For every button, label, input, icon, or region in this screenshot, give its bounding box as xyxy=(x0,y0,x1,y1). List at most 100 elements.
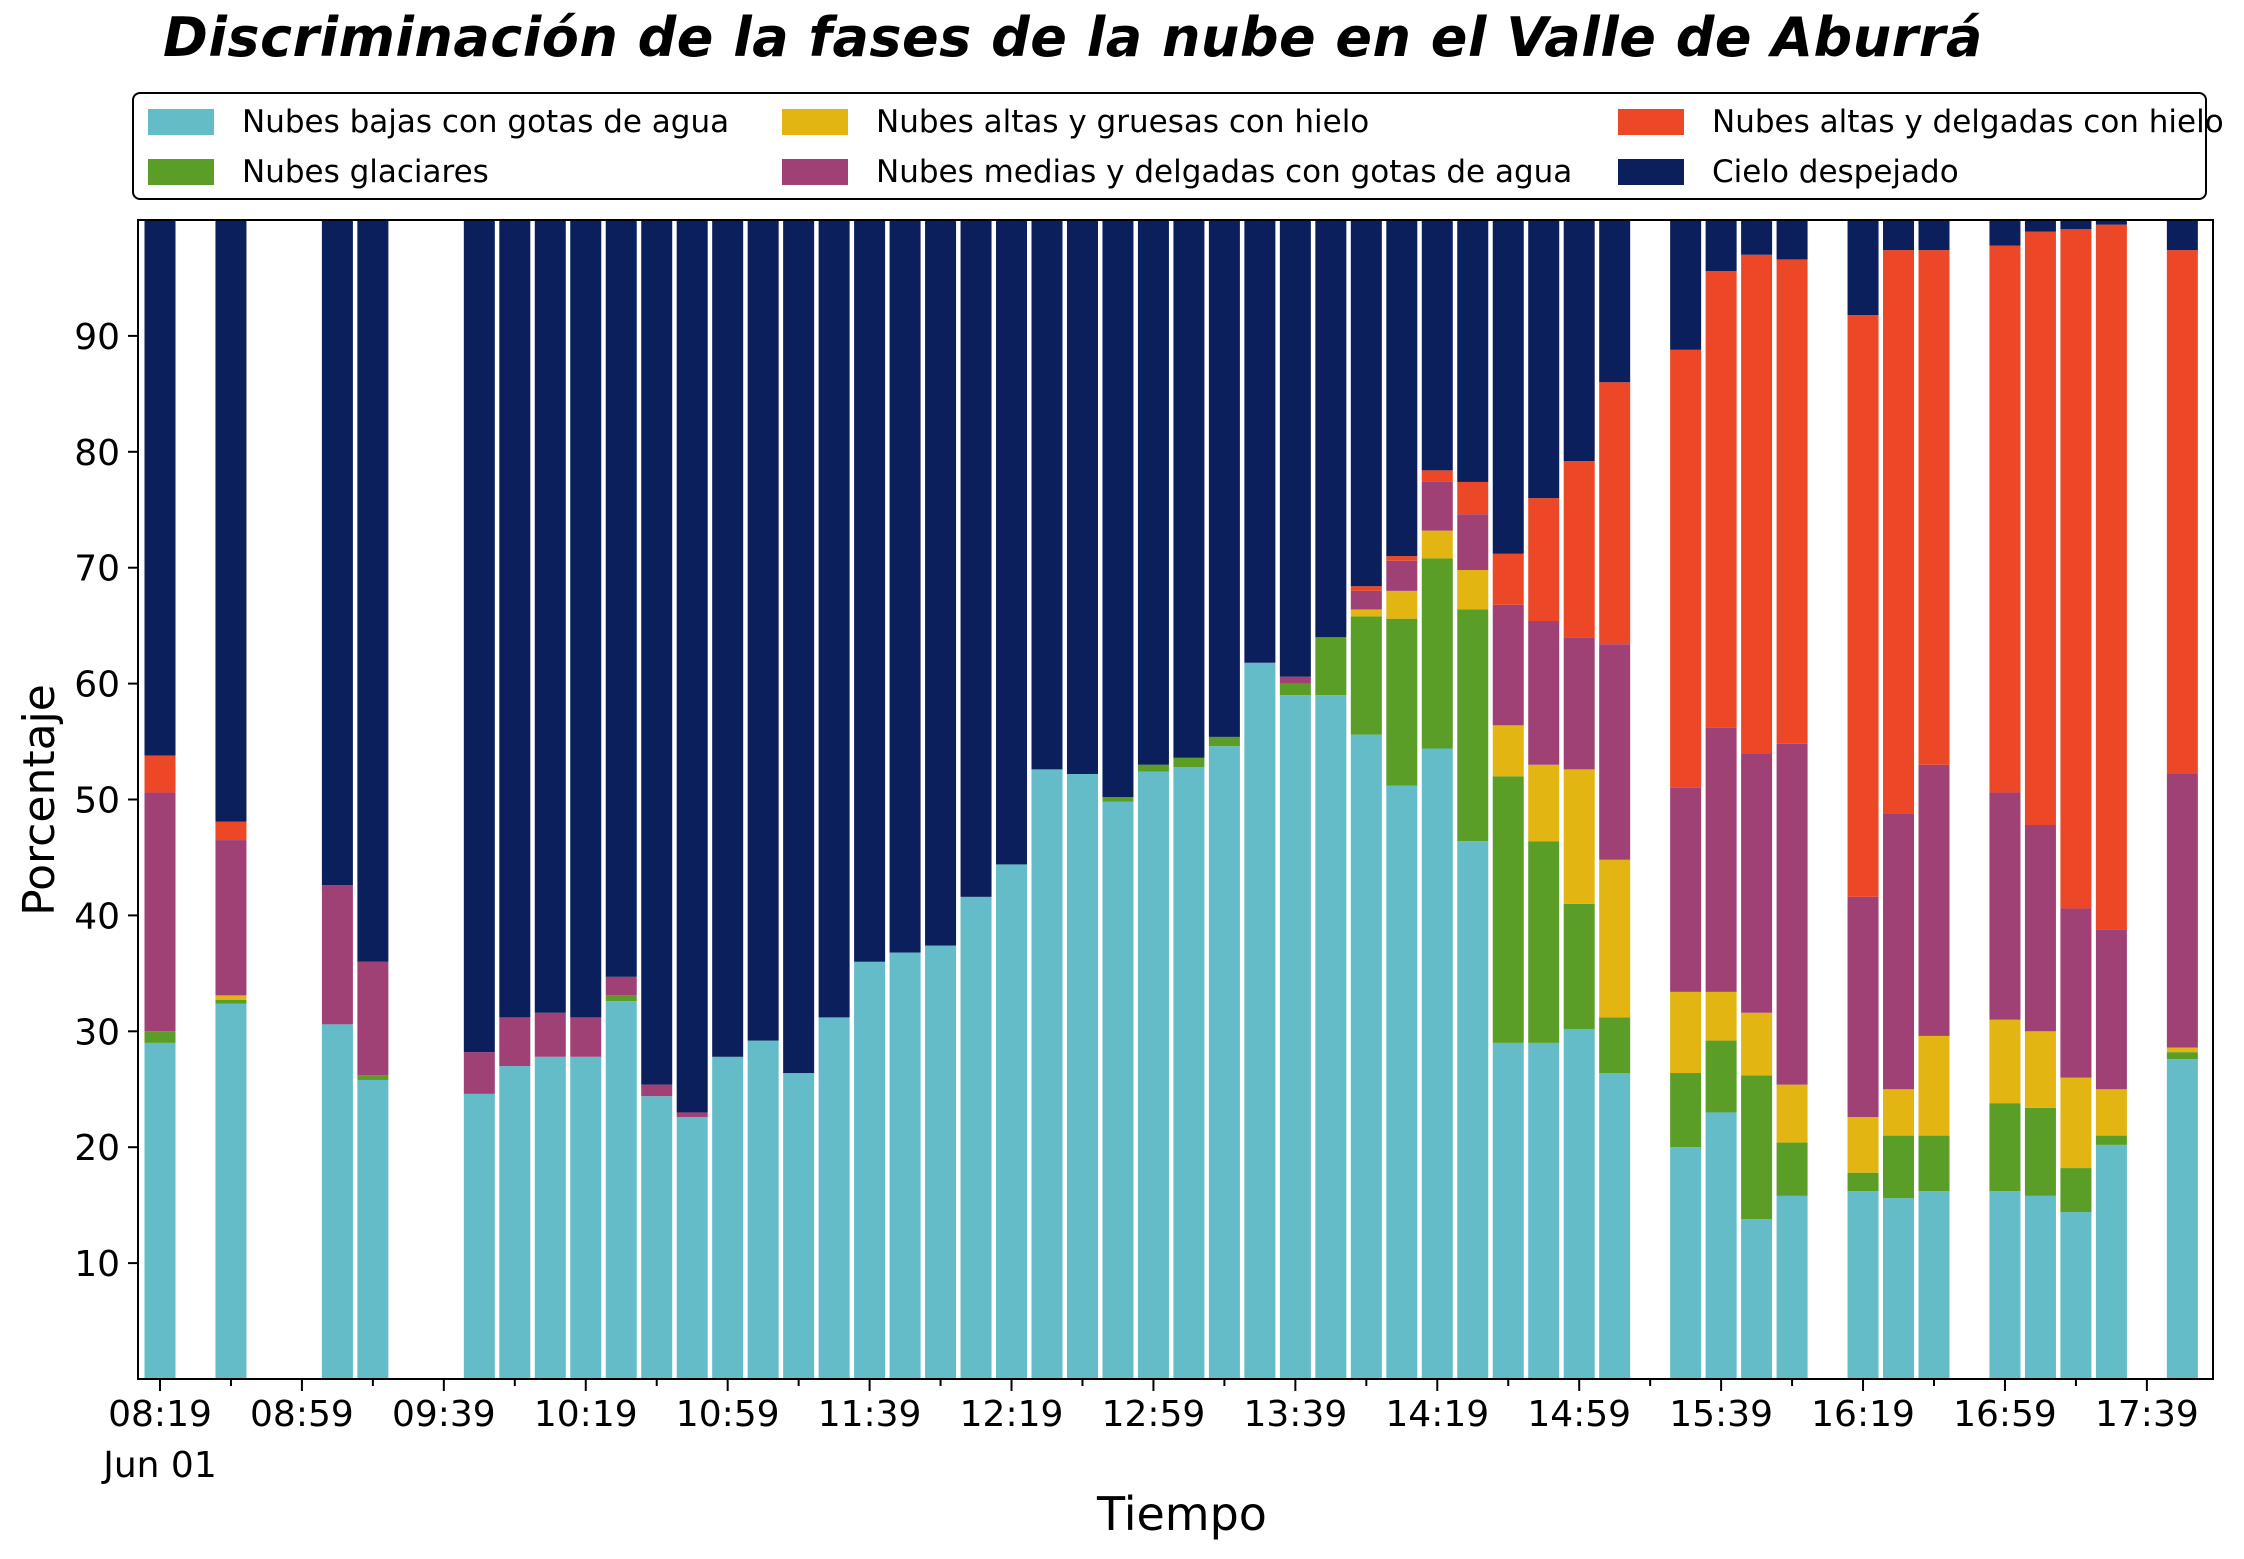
x-axis: 08:19 08:59 09:39 10:19 10:59 11:39 12:19 12:59… xyxy=(108,1379,2199,1435)
legend-item-nubes-bajas: Nubes bajas con gotas de agua xyxy=(148,102,729,142)
bar-segment xyxy=(1350,590,1382,610)
bar-segment xyxy=(1244,662,1276,1379)
bar-stack xyxy=(1989,220,2021,1379)
bar-segment xyxy=(1776,743,1808,1085)
bar-stack xyxy=(1031,220,1063,1379)
bar-segment xyxy=(818,220,850,1018)
bar-segment xyxy=(1989,1191,2021,1379)
bar-segment xyxy=(1989,1019,2021,1104)
bar-segment xyxy=(463,1052,495,1094)
bar-segment xyxy=(889,220,921,953)
bar-segment xyxy=(1315,695,1347,1379)
bar-segment xyxy=(1350,220,1382,587)
bar-segment xyxy=(1528,498,1560,622)
bar-stack xyxy=(1883,220,1915,1379)
x-tick-label: 13:39 xyxy=(1243,1394,1347,1435)
bar-segment xyxy=(2024,1107,2056,1196)
y-tick-label: 30 xyxy=(74,1012,120,1053)
bar-segment xyxy=(144,1042,176,1379)
bar-segment xyxy=(2166,220,2198,251)
y-tick-label: 90 xyxy=(74,317,120,358)
bar-segment xyxy=(321,220,353,886)
bar-segment xyxy=(215,840,247,996)
bar-segment xyxy=(996,220,1028,865)
bar-segment xyxy=(499,220,531,1018)
bar-segment xyxy=(1847,315,1879,897)
bar-segment xyxy=(2095,224,2127,930)
bar-segment xyxy=(1599,859,1631,1018)
bar-segment xyxy=(1670,1147,1702,1379)
bar-segment xyxy=(1208,746,1240,1379)
x-tick-label: 12:59 xyxy=(1102,1394,1206,1435)
bar-stack xyxy=(463,220,495,1379)
bar-segment xyxy=(1208,736,1240,747)
bar-stack xyxy=(1350,220,1382,1379)
bar-segment xyxy=(1492,776,1524,1043)
bar-stack xyxy=(1563,220,1595,1379)
bar-segment xyxy=(1421,748,1453,1379)
bar-stack xyxy=(889,220,921,1379)
y-tick-label: 60 xyxy=(74,665,120,706)
bar-segment xyxy=(1705,727,1737,992)
bar-segment xyxy=(321,1024,353,1379)
bar-segment xyxy=(2095,1144,2127,1379)
bar-stack xyxy=(1457,220,1489,1379)
bar-segment xyxy=(1989,245,2021,793)
bar-segment xyxy=(1883,813,1915,1090)
bar-segment xyxy=(2060,220,2092,230)
bar-segment xyxy=(1918,1191,1950,1379)
bar-stack xyxy=(1528,220,1560,1379)
bar-segment xyxy=(1528,621,1560,765)
y-tick-label: 50 xyxy=(74,781,120,822)
bar-segment xyxy=(1741,254,1773,754)
bar-segment xyxy=(641,1084,673,1097)
bar-segment xyxy=(676,1117,708,1379)
x-tick-label: 16:19 xyxy=(1811,1394,1915,1435)
bar-segment xyxy=(534,1012,566,1057)
bar-segment xyxy=(1421,470,1453,482)
bar-segment xyxy=(1918,250,1950,765)
bar-segment xyxy=(144,1031,176,1043)
bar-stack xyxy=(1741,220,1773,1379)
bar-segment xyxy=(1670,787,1702,992)
bar-segment xyxy=(1918,1135,1950,1192)
bar-segment xyxy=(1599,1017,1631,1074)
bar-segment xyxy=(2166,1047,2198,1053)
x-axis-label: Tiempo xyxy=(1096,1487,1267,1541)
bar-segment xyxy=(1776,1084,1808,1143)
bar-segment xyxy=(1741,1012,1773,1076)
bar-segment xyxy=(2024,825,2056,1032)
bar-segment xyxy=(605,976,637,996)
bar-segment xyxy=(1563,220,1595,462)
bar-segment xyxy=(357,961,389,1076)
bar-segment xyxy=(2024,1031,2056,1108)
bar-segment xyxy=(854,961,886,1379)
bar-stack xyxy=(1173,220,1205,1379)
bar-segment xyxy=(1989,1103,2021,1192)
bar-segment xyxy=(2060,229,2092,909)
legend-item-nubes-glaciares: Nubes glaciares xyxy=(148,152,489,192)
bar-segment xyxy=(1066,220,1098,774)
bar-segment xyxy=(1741,220,1773,255)
bar-segment xyxy=(641,1096,673,1379)
bar-segment xyxy=(215,220,247,822)
bar-segment xyxy=(1847,1172,1879,1192)
bar-stack xyxy=(1208,220,1240,1379)
legend-swatch xyxy=(782,109,848,135)
bar-segment xyxy=(1457,609,1489,842)
bar-segment xyxy=(1776,1142,1808,1196)
bar-segment xyxy=(357,220,389,962)
bar-segment xyxy=(2095,1135,2127,1145)
bar-segment xyxy=(1563,769,1595,904)
bar-segment xyxy=(1315,637,1347,696)
bar-segment xyxy=(641,220,673,1085)
bar-stack xyxy=(215,220,247,1379)
x-axis-date-label: Jun 01 xyxy=(101,1445,217,1486)
x-tick-label: 15:39 xyxy=(1669,1394,1773,1435)
bar-segment xyxy=(1599,220,1631,383)
bar-segment xyxy=(1563,637,1595,770)
bar-segment xyxy=(1492,604,1524,726)
bar-segment xyxy=(1350,586,1382,591)
legend-label: Nubes altas y gruesas con hielo xyxy=(876,104,1370,140)
bar-stack xyxy=(1492,220,1524,1379)
